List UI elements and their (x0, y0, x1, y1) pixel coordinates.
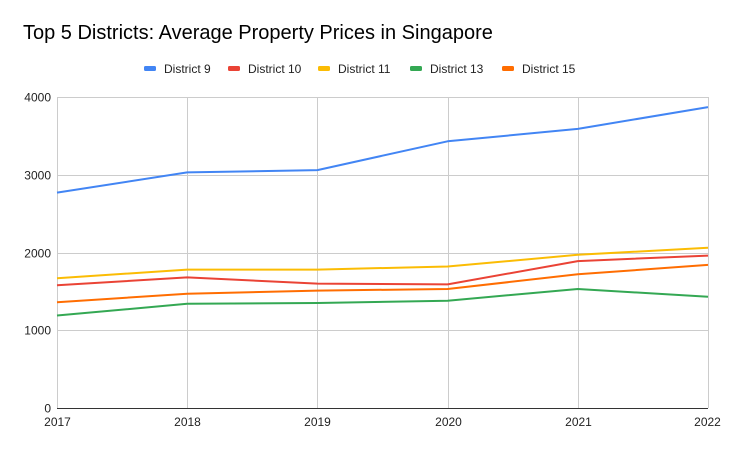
series-lines (56, 106, 709, 317)
legend: District 9 District 10 District 11 District… (144, 62, 576, 76)
legend-label: District 15 (522, 62, 576, 76)
x-tick-label: 2019 (304, 415, 331, 429)
y-tick-label: 0 (44, 402, 51, 416)
x-tick-label: 2022 (694, 415, 721, 429)
x-tick-label: 2018 (174, 415, 201, 429)
legend-item-district-13[interactable]: District 13 (410, 62, 484, 76)
legend-item-district-15[interactable]: District 15 (502, 62, 576, 76)
y-tick-label: 4000 (24, 91, 51, 105)
legend-swatch (144, 66, 156, 71)
series-line-district-11[interactable] (56, 246, 709, 280)
axes: 0 1000 2000 3000 4000 2017 2018 2019 2020 2021 202… (24, 91, 721, 430)
x-tick-label: 2017 (44, 415, 71, 429)
legend-item-district-10[interactable]: District 10 (228, 62, 302, 76)
series-line-district-10[interactable] (56, 254, 709, 287)
x-tick-label: 2021 (565, 415, 592, 429)
gridlines (57, 97, 709, 408)
legend-swatch (228, 66, 240, 71)
legend-swatch (502, 66, 514, 71)
legend-item-district-11[interactable]: District 11 (318, 62, 391, 76)
legend-label: District 10 (248, 62, 302, 76)
y-tick-label: 2000 (24, 247, 51, 261)
legend-label: District 13 (430, 62, 484, 76)
y-tick-label: 1000 (24, 324, 51, 338)
y-tick-label: 3000 (24, 169, 51, 183)
legend-swatch (410, 66, 422, 71)
legend-item-district-9[interactable]: District 9 (144, 62, 211, 76)
series-line-district-13[interactable] (56, 288, 709, 317)
series-line-district-15[interactable] (56, 263, 709, 304)
legend-swatch (318, 66, 330, 71)
chart-title: Top 5 Districts: Average Property Prices… (23, 22, 493, 44)
x-tick-label: 2020 (435, 415, 462, 429)
legend-label: District 9 (164, 62, 211, 76)
series-line-district-9[interactable] (56, 106, 709, 194)
legend-label: District 11 (338, 62, 391, 76)
